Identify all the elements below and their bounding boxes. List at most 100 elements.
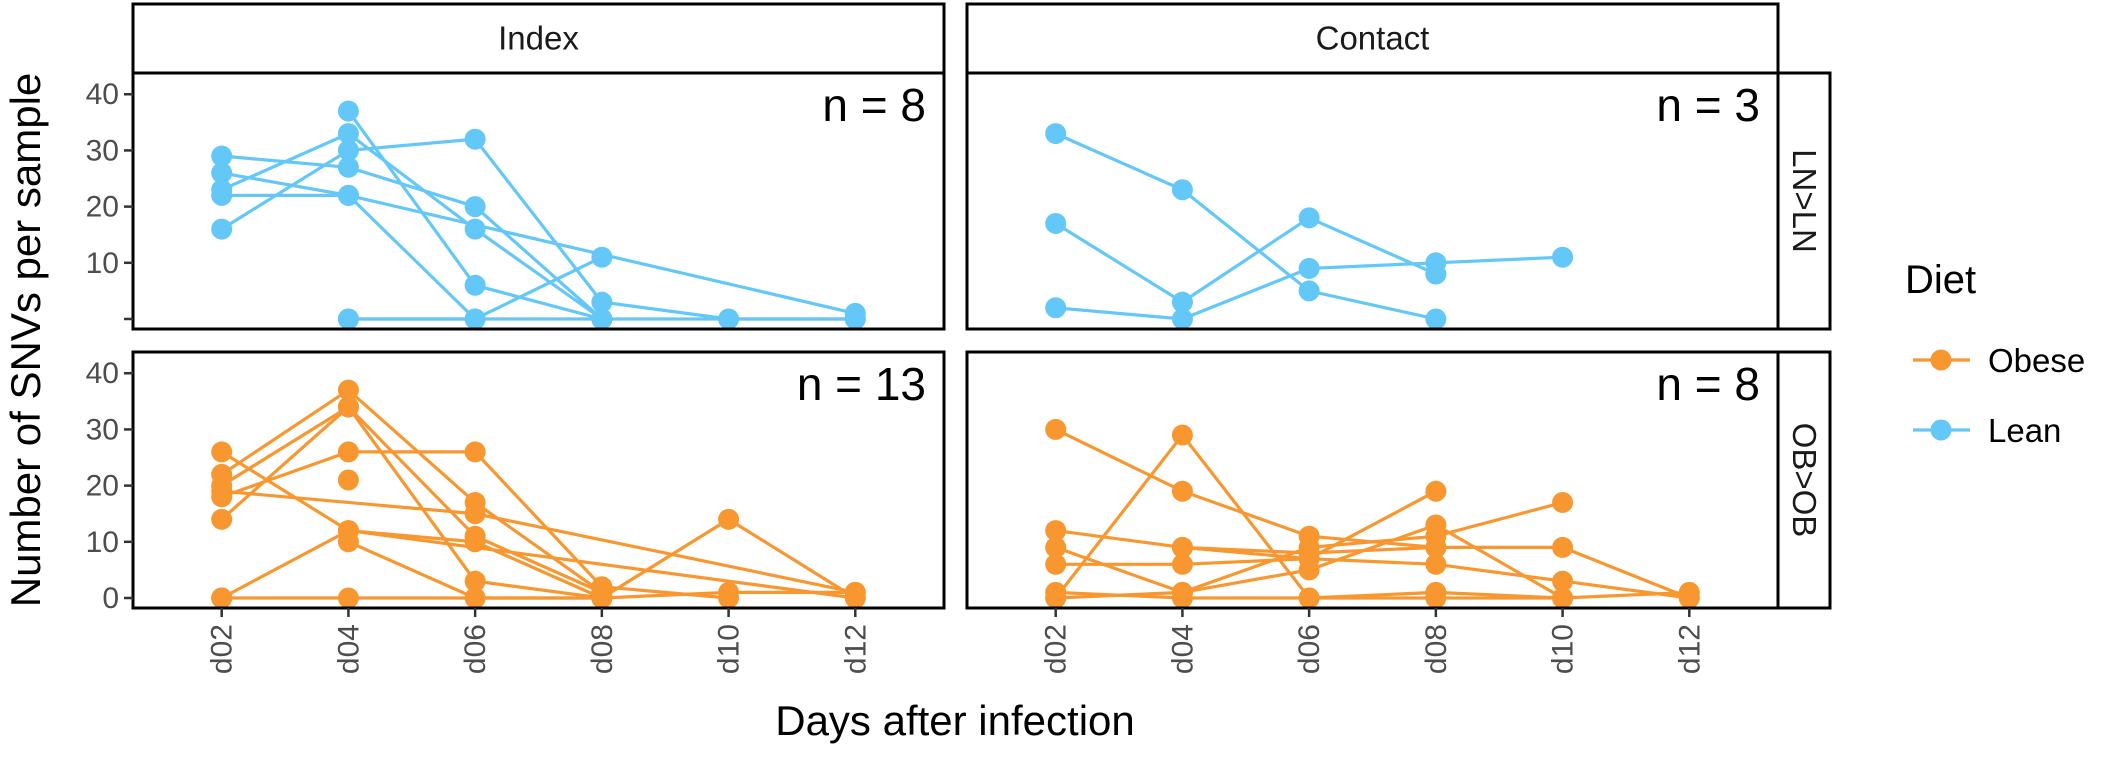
series-line-contact-ln-ln-1 — [1055, 132, 1437, 321]
x-tick-label-contact-d04: d04 — [1166, 624, 1199, 674]
data-point-index-ln-ln-4-d04 — [337, 184, 359, 206]
data-point-index-ln-ln-5-d04 — [337, 139, 359, 161]
series-line-index-ob-ob-5 — [220, 404, 603, 594]
data-point-contact-ln-ln-2-d04 — [1171, 291, 1193, 313]
data-point-index-ob-ob-9-d06 — [464, 587, 486, 609]
series-line-index-ob-ob-2 — [220, 388, 603, 594]
series-line-index-ln-ln-3 — [221, 131, 603, 321]
panel-border-index-ln-ln — [131, 71, 946, 331]
x-tick-label-contact-d12: d12 — [1673, 624, 1706, 674]
data-point-contact-ln-ln-1-d04 — [1171, 179, 1193, 201]
data-point-contact-ln-ln-1-d06 — [1298, 280, 1320, 302]
n-label-contact-ob-ob: n = 8 — [1656, 358, 1760, 410]
data-point-contact-ob-ob-4-d10 — [1552, 570, 1574, 592]
data-point-index-ob-ob-5-d06 — [464, 525, 486, 547]
data-point-contact-ob-ob-1-d04 — [1171, 480, 1193, 502]
series-line-contact-ob-ob-1 — [1054, 427, 1690, 600]
data-point-index-ln-ln-5-d02 — [211, 218, 233, 240]
series-line-index-ln-ln-4 — [221, 193, 856, 315]
data-point-index-ob-ob-5-d02 — [211, 508, 233, 530]
data-point-contact-ob-ob-2-d02 — [1045, 520, 1067, 542]
series-line-index-ob-ob-1 — [220, 450, 603, 600]
panel-border-contact-ob-ob — [965, 350, 1780, 610]
x-tick-label-index-d06: d06 — [459, 624, 492, 674]
data-point-contact-ob-ob-3-d02 — [1045, 536, 1067, 558]
data-point-contact-ob-ob-1-d10 — [1552, 536, 1574, 558]
data-point-index-ob-ob-9-d04 — [337, 587, 359, 609]
data-point-index-ob-ob-2-d04 — [337, 379, 359, 401]
data-point-index-ln-ln-1-d04 — [337, 156, 359, 178]
strip-label-ln-ln: LN>LN — [1786, 149, 1823, 253]
x-axis-title: Days after infection — [775, 697, 1135, 744]
x-tick-label-contact-d08: d08 — [1420, 624, 1453, 674]
y-tick-label-index-ob-ob-40: 40 — [86, 357, 119, 390]
data-point-contact-ln-ln-2-d06 — [1298, 207, 1320, 229]
data-point-contact-ob-ob-7-d04 — [1171, 581, 1193, 603]
data-point-index-ob-ob-9-d02 — [211, 587, 233, 609]
data-point-contact-ob-ob-4-d02 — [1045, 553, 1067, 575]
data-point-contact-ob-ob-5-d04 — [1171, 424, 1193, 446]
data-point-contact-ob-ob-8-d06 — [1298, 542, 1320, 564]
data-point-contact-ln-ln-2-d02 — [1045, 212, 1067, 234]
data-point-contact-ob-ob-6-d08 — [1425, 587, 1447, 609]
data-point-contact-ob-ob-2-d08 — [1425, 480, 1447, 502]
data-point-index-ln-ln-5-d08 — [591, 291, 613, 313]
strip-label-ob-ob: OB>OB — [1786, 423, 1823, 538]
strip-ln-ln — [1776, 71, 1832, 331]
data-point-index-ob-ob-9-d08 — [591, 587, 613, 609]
data-point-contact-ob-ob-4-d04 — [1171, 553, 1193, 575]
y-tick-label-index-ob-ob-0: 0 — [102, 582, 119, 615]
data-point-contact-ob-ob-7-d02 — [1045, 587, 1067, 609]
data-point-index-ob-ob-4-d04 — [337, 441, 359, 463]
data-point-contact-ob-ob-6-d06 — [1298, 587, 1320, 609]
n-label-contact-ln-ln: n = 3 — [1656, 79, 1760, 131]
legend-label-lean: Lean — [1988, 412, 2061, 449]
series-line-index-ob-ob-6 — [221, 489, 856, 594]
data-point-index-ob-ob-5-d04 — [337, 396, 359, 418]
data-point-index-ob-ob-4-d06 — [464, 441, 486, 463]
data-point-index-ln-ln-6-d06 — [464, 274, 486, 296]
series-line-contact-ob-ob-6 — [1055, 590, 1690, 600]
n-label-index-ln-ln: n = 8 — [822, 79, 926, 131]
series-line-contact-ln-ln-2 — [1054, 216, 1437, 305]
data-point-contact-ob-ob-6-d10 — [1552, 587, 1574, 609]
data-point-index-ob-ob-9-d12 — [844, 581, 866, 603]
strip-ob-ob — [1776, 350, 1832, 610]
legend-marker-lean — [1930, 419, 1952, 441]
data-point-index-ln-ln-6-d04 — [337, 100, 359, 122]
data-point-index-ob-ob-6-d02 — [211, 480, 233, 502]
data-point-contact-ln-ln-3-d08 — [1425, 252, 1447, 274]
data-point-contact-ln-ln-3-d10 — [1552, 246, 1574, 268]
y-tick-label-index-ob-ob-30: 30 — [86, 413, 119, 446]
data-point-contact-ob-ob-4-d08 — [1425, 553, 1447, 575]
strip-contact — [965, 2, 1780, 75]
panel-border-contact-ln-ln — [965, 71, 1780, 331]
data-point-contact-ob-ob-1-d02 — [1045, 418, 1067, 440]
legend-marker-obese — [1930, 349, 1952, 371]
data-point-contact-ln-ln-3-d06 — [1298, 257, 1320, 279]
data-point-index-ln-ln-1-d02 — [211, 145, 233, 167]
y-tick-label-index-ln-ln-40: 40 — [86, 78, 119, 111]
series-line-contact-ob-ob-2 — [1055, 489, 1437, 561]
data-point-index-ob-ob-3-d06 — [464, 570, 486, 592]
y-tick-label-index-ob-ob-10: 10 — [86, 526, 119, 559]
n-label-index-ob-ob: n = 13 — [797, 358, 926, 410]
data-point-index-ln-ln-3-d04 — [337, 123, 359, 145]
strip-label-index: Index — [498, 20, 579, 57]
data-point-contact-ln-ln-1-d02 — [1045, 123, 1067, 145]
panel-border-index-ob-ob — [131, 350, 946, 610]
strip-label-contact: Contact — [1316, 20, 1430, 57]
data-point-index-ln-ln-5-d06 — [464, 128, 486, 150]
y-tick-label-index-ln-ln-10: 10 — [86, 247, 119, 280]
x-tick-label-contact-d10: d10 — [1547, 624, 1580, 674]
y-tick-label-index-ln-ln-20: 20 — [86, 191, 119, 224]
legend-label-obese: Obese — [1988, 342, 2085, 379]
data-point-index-ln-ln-8-d04 — [337, 308, 359, 330]
data-point-index-ob-ob-6-d06 — [464, 503, 486, 525]
data-point-index-ln-ln-1-d06 — [464, 196, 486, 218]
data-point-index-ob-ob-9-d10 — [718, 581, 740, 603]
data-point-index-ob-ob-10-d04 — [337, 469, 359, 491]
x-tick-label-contact-d06: d06 — [1293, 624, 1326, 674]
